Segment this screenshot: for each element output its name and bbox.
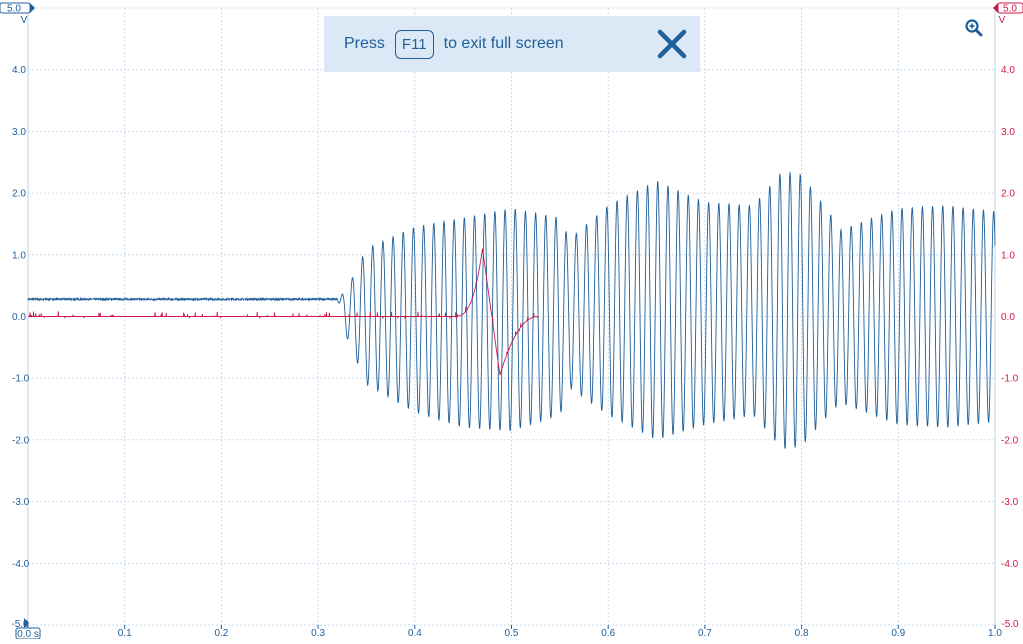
y-tick-label-right: -1.0 <box>1001 374 1019 385</box>
x-tick-label: 0.8 <box>795 628 809 639</box>
y-tick-label-left: -4.0 <box>12 559 30 570</box>
y-tick-label-left: -3.0 <box>12 497 30 508</box>
channel-b-unit: V <box>999 15 1006 26</box>
channel-b-scale-top: 5.0 <box>1003 4 1017 15</box>
y-tick-label-left: 0.0 <box>12 312 26 323</box>
y-tick-label-right: -3.0 <box>1001 497 1019 508</box>
x-tick-label: 0.3 <box>311 628 325 639</box>
channel-a-unit: V <box>21 15 28 26</box>
x-tick-label: 0.7 <box>698 628 712 639</box>
channel-a-scale-top: 5.0 <box>7 4 21 15</box>
y-tick-label-left: 3.0 <box>12 127 26 138</box>
x-tick-label: 0.2 <box>214 628 228 639</box>
y-tick-label-left: 2.0 <box>12 189 26 200</box>
channel-b-trace <box>28 248 539 376</box>
x-axis: 0.1 0.2 0.3 0.4 0.5 0.6 0.7 0.8 0.9 1.0 <box>27 625 1002 639</box>
x-origin-label: 0.0 s <box>17 629 39 639</box>
y-axis-left: 4.0 3.0 2.0 1.0 0.0 -1.0 -2.0 -3.0 -4.0 <box>12 65 30 570</box>
y-tick-label-right: 3.0 <box>1001 127 1015 138</box>
banner-suffix-text: to exit full screen <box>443 35 564 52</box>
y-tick-label-right: 1.0 <box>1001 250 1015 261</box>
y-tick-label-right: 4.0 <box>1001 65 1015 76</box>
banner-press-text: Press <box>344 35 385 52</box>
y-tick-label-right: -2.0 <box>1001 435 1019 446</box>
channel-b-scale-badge[interactable]: 5.0 V <box>993 2 1023 26</box>
fullscreen-banner: Press F11 to exit full screen <box>324 16 700 72</box>
x-tick-label: 0.4 <box>408 628 422 639</box>
x-tick-label: 0.5 <box>505 628 519 639</box>
y-axis-right: 4.0 3.0 2.0 1.0 0.0 -1.0 -2.0 -3.0 -4.0 <box>1001 65 1019 570</box>
y-tick-label-left: -2.0 <box>12 435 30 446</box>
y-tick-label-right: 0.0 <box>1001 312 1015 323</box>
banner-key-f11: F11 <box>394 29 434 59</box>
y-tick-label-left: 4.0 <box>12 65 26 76</box>
close-icon[interactable] <box>656 28 688 60</box>
x-tick-label: 0.1 <box>118 628 132 639</box>
channel-a-scale-bottom: -5.0 <box>11 619 29 630</box>
zoom-in-icon[interactable] <box>964 18 984 38</box>
channel-b-scale-bottom: -5.0 <box>1001 619 1019 630</box>
y-tick-label-left: -1.0 <box>12 374 30 385</box>
x-tick-label: 1.0 <box>988 628 1002 639</box>
y-tick-label-left: 1.0 <box>12 250 26 261</box>
y-tick-label-right: -4.0 <box>1001 559 1019 570</box>
y-tick-label-right: 2.0 <box>1001 189 1015 200</box>
x-tick-label: 0.9 <box>891 628 905 639</box>
channel-a-scale-bottom-badge[interactable]: -5.0 0.0 s <box>11 618 41 640</box>
x-tick-label: 0.6 <box>601 628 615 639</box>
channel-a-trace <box>27 171 996 449</box>
channel-a-scale-badge[interactable]: 5.0 V <box>0 2 35 26</box>
